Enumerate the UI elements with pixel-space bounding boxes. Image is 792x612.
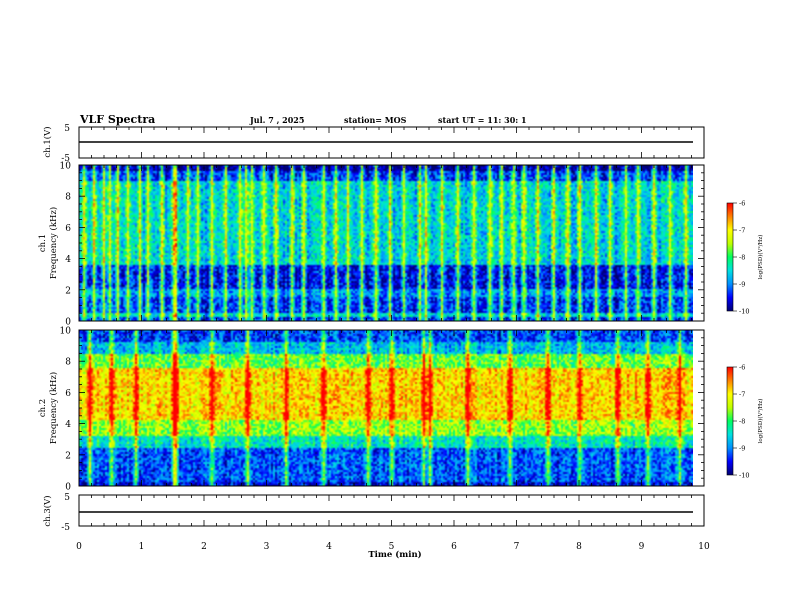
time-tick-label: 3 <box>264 542 270 552</box>
frequency-tick-label: 4 <box>65 420 71 430</box>
ch1-waveform-ylabel: ch.1(V) <box>42 126 53 157</box>
frequency-tick-label: 0 <box>65 318 71 328</box>
ch2-colorbar-ticks: -6 -7 -8 -9 -10 <box>733 364 749 480</box>
colorbar-tick-label: -6 <box>739 364 745 372</box>
time-tick-label: 7 <box>514 542 520 552</box>
date-label: Jul. 7 , 2025 <box>249 115 304 125</box>
frequency-tick-label: 0 <box>65 483 71 493</box>
time-axis-tick-labels: 0 1 2 3 4 5 6 7 8 9 10 <box>76 542 710 552</box>
ch2-colorbar: -6 -7 -8 -9 -10 log(PSD)(V²/Hz) <box>726 364 764 480</box>
ch1-ytick-bottom: -5 <box>61 154 70 164</box>
time-tick-label: 2 <box>201 542 207 552</box>
frequency-tick-label: 2 <box>65 286 71 296</box>
figure-title: VLF Spectra <box>79 113 155 126</box>
ch1-waveform-ticks <box>78 127 705 158</box>
frequency-tick-label: 8 <box>65 358 71 368</box>
colorbar-tick-label: -7 <box>739 227 745 235</box>
time-tick-label: 9 <box>639 542 645 552</box>
ch1-spectrogram-ylabel-frequency: Frequency (kHz) <box>48 207 59 279</box>
ch2-spectrogram-ylabel-frequency: Frequency (kHz) <box>48 372 59 444</box>
ch1-spectrogram-yticks: 0 2 4 6 8 10 <box>60 162 704 328</box>
ch2-colorbar-label: log(PSD)(V²/Hz) <box>757 399 764 444</box>
ch2-spectrogram-xticks <box>78 330 705 486</box>
time-tick-label: 5 <box>389 542 395 552</box>
time-tick-label: 8 <box>576 542 582 552</box>
start-time-label: start UT = 11: 30: 1 <box>438 115 527 125</box>
ch1-spectrogram-xticks <box>78 165 705 321</box>
ch1-colorbar: -6 -7 -8 -9 -10 log(PSD)(V²/Hz) <box>726 200 764 316</box>
time-tick-label: 4 <box>326 542 332 552</box>
colorbar-tick-label: -9 <box>739 281 745 289</box>
colorbar-tick-label: -8 <box>739 254 745 262</box>
ch3-ytick-top: 5 <box>64 493 70 503</box>
colorbar-tick-label: -10 <box>739 308 749 316</box>
ch3-ytick-bottom: -5 <box>61 523 70 533</box>
colorbar-tick-label: -6 <box>739 200 745 208</box>
ch1-ytick-top: 5 <box>64 124 70 134</box>
ch2-spectrogram-panel: 0 2 4 6 8 10 ch.2 Frequency (kHz) <box>38 327 705 493</box>
time-tick-label: 10 <box>698 542 710 552</box>
ch2-spectrogram-ylabel-channel: ch.2 <box>38 399 48 417</box>
station-label: station= MOS <box>344 115 407 125</box>
ch3-waveform-ticks <box>78 495 705 526</box>
ch1-spectrogram-ylabel-channel: ch.1 <box>38 234 48 252</box>
ch2-colorbar-gradient <box>726 366 734 476</box>
ch1-colorbar-label: log(PSD)(V²/Hz) <box>757 235 764 280</box>
frequency-tick-label: 2 <box>65 451 71 461</box>
ch3-waveform-ylabel: ch.3(V) <box>42 495 53 526</box>
ch2-spectrogram-yticks: 0 2 4 6 8 10 <box>60 327 704 493</box>
ch3-waveform-panel: 5 -5 ch.3(V) <box>42 493 705 533</box>
time-tick-label: 1 <box>139 542 145 552</box>
frequency-tick-label: 10 <box>60 162 72 172</box>
colorbar-tick-label: -9 <box>739 445 745 453</box>
ch1-colorbar-gradient <box>726 202 734 312</box>
time-tick-label: 6 <box>451 542 457 552</box>
ch1-spectrogram-panel: 0 2 4 6 8 10 ch.1 Frequency (kHz) <box>38 162 705 328</box>
colorbar-tick-label: -10 <box>739 472 749 480</box>
frequency-tick-label: 6 <box>65 389 71 399</box>
time-axis-label: Time (min) <box>368 549 421 560</box>
frequency-tick-label: 10 <box>60 327 72 337</box>
frequency-tick-label: 4 <box>65 255 71 265</box>
ch1-waveform-panel: 5 -5 ch.1(V) <box>42 124 705 164</box>
colorbar-tick-label: -8 <box>739 418 745 426</box>
frequency-tick-label: 6 <box>65 224 71 234</box>
frequency-tick-label: 8 <box>65 193 71 203</box>
time-tick-label: 0 <box>76 542 82 552</box>
colorbar-tick-label: -7 <box>739 391 745 399</box>
ch2-spectrogram-image <box>79 330 693 486</box>
ch1-colorbar-ticks: -6 -7 -8 -9 -10 <box>733 200 749 316</box>
ch1-spectrogram-image <box>79 165 693 321</box>
